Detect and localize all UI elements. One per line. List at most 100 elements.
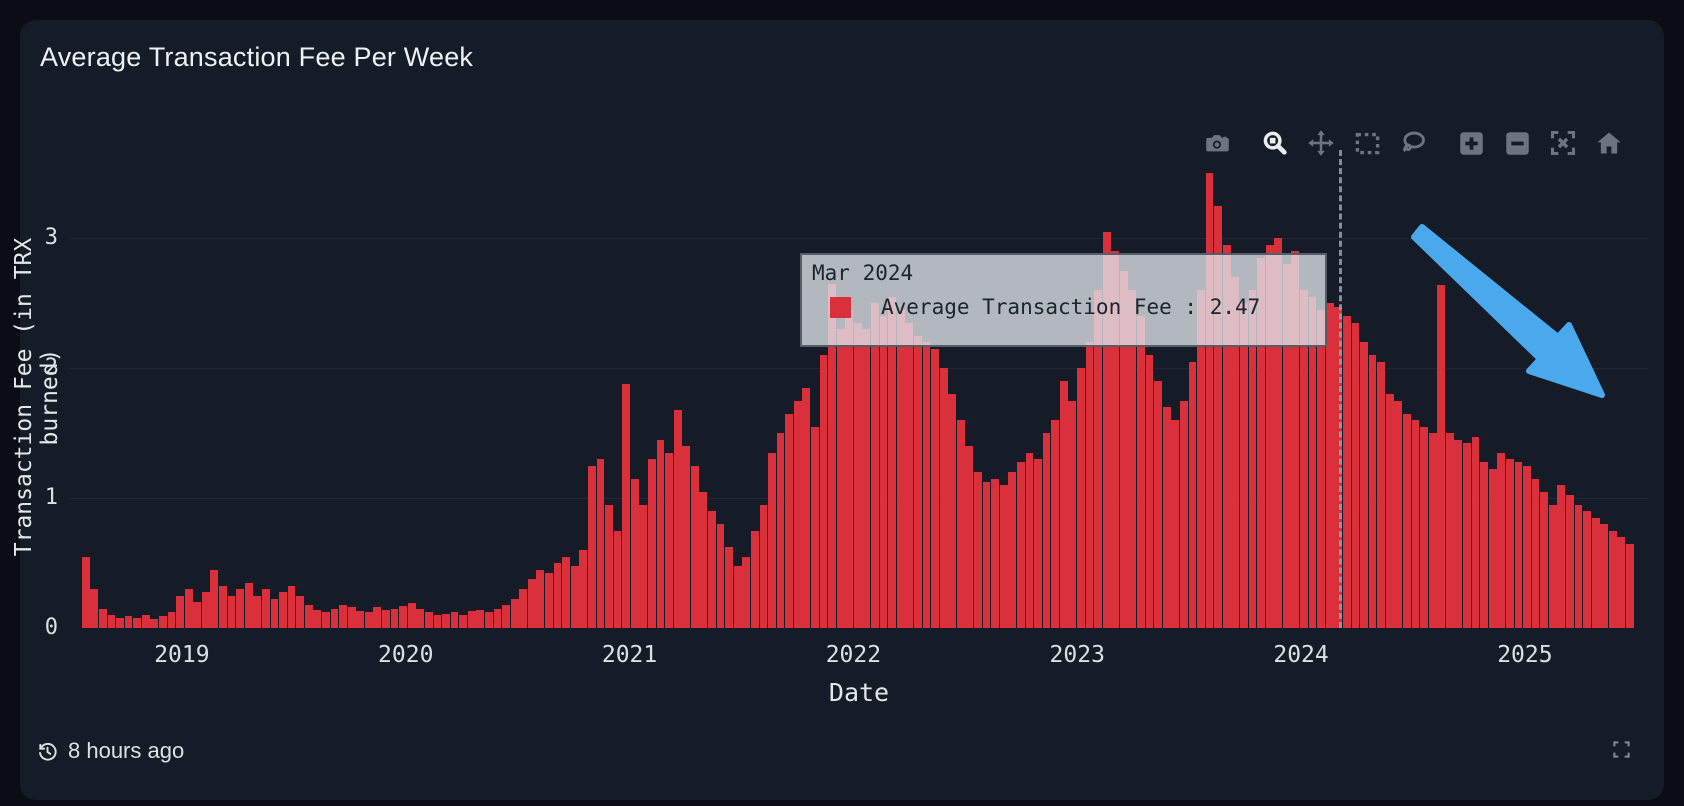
fee-bar[interactable] — [862, 329, 871, 628]
fee-bar[interactable] — [1325, 303, 1334, 628]
fee-bar[interactable] — [888, 296, 897, 628]
fee-bar[interactable] — [1368, 355, 1377, 628]
fee-bar[interactable] — [1317, 309, 1326, 628]
fullscreen-icon[interactable] — [1612, 740, 1631, 764]
fee-bar[interactable] — [1076, 368, 1085, 628]
fee-bar[interactable] — [1171, 420, 1180, 628]
fee-bar[interactable] — [1205, 173, 1214, 628]
fee-bar[interactable] — [1214, 205, 1223, 628]
fee-bar[interactable] — [210, 569, 219, 628]
fee-bar[interactable] — [1626, 543, 1634, 628]
camera-icon[interactable] — [1202, 128, 1232, 158]
fee-bar[interactable] — [193, 602, 202, 628]
fee-bar[interactable] — [1617, 537, 1626, 628]
fee-bar[interactable] — [665, 452, 673, 628]
fee-bar[interactable] — [1583, 511, 1591, 628]
fee-bar[interactable] — [1531, 478, 1540, 628]
fee-bar[interactable] — [467, 611, 476, 628]
fee-bar[interactable] — [356, 611, 365, 628]
fee-bar[interactable] — [931, 348, 939, 628]
fee-bar[interactable] — [184, 589, 193, 628]
fee-bar[interactable] — [682, 446, 691, 628]
fee-bar[interactable] — [287, 586, 296, 628]
fee-bar[interactable] — [1445, 433, 1454, 628]
fee-bar[interactable] — [905, 322, 914, 628]
fee-bar[interactable] — [1437, 284, 1446, 628]
fee-bar[interactable] — [587, 465, 596, 628]
fee-bar[interactable] — [579, 550, 588, 628]
fee-bar[interactable] — [219, 586, 227, 628]
fee-bar[interactable] — [939, 368, 948, 628]
fee-bar[interactable] — [965, 446, 974, 628]
fee-bar[interactable] — [167, 612, 176, 628]
fee-bar[interactable] — [562, 556, 571, 628]
fee-bar[interactable] — [828, 283, 836, 628]
fee-bar[interactable] — [656, 439, 665, 628]
fee-bar[interactable] — [1488, 469, 1497, 628]
fee-bar[interactable] — [536, 569, 545, 628]
fee-bar[interactable] — [158, 616, 167, 628]
fee-bar[interactable] — [373, 607, 382, 628]
fee-bar[interactable] — [1428, 433, 1437, 628]
fee-bar[interactable] — [639, 504, 648, 628]
fee-bar[interactable] — [1514, 461, 1523, 628]
fee-bar[interactable] — [1085, 342, 1094, 628]
fee-bar[interactable] — [81, 556, 90, 628]
fee-bar[interactable] — [364, 612, 373, 628]
fee-bar[interactable] — [253, 595, 262, 628]
fee-bar[interactable] — [1162, 407, 1171, 628]
fee-bar[interactable] — [476, 609, 485, 628]
zoom-icon[interactable] — [1260, 128, 1290, 158]
fee-bar[interactable] — [1548, 504, 1557, 628]
fee-bar[interactable] — [1188, 361, 1197, 628]
fee-bar[interactable] — [648, 459, 656, 628]
fee-bar[interactable] — [776, 433, 785, 628]
fee-bar[interactable] — [1231, 277, 1240, 628]
fee-bar[interactable] — [107, 615, 116, 628]
fee-bar[interactable] — [313, 609, 322, 628]
zoom-in-icon[interactable] — [1456, 128, 1486, 158]
fee-bar[interactable] — [1137, 316, 1145, 628]
fee-bar[interactable] — [1025, 452, 1034, 628]
fee-bar[interactable] — [742, 556, 751, 628]
fee-bar[interactable] — [236, 589, 244, 628]
fee-bar[interactable] — [1179, 400, 1188, 628]
fee-bar[interactable] — [502, 604, 510, 628]
fee-bar[interactable] — [1497, 452, 1506, 628]
fee-bar[interactable] — [1385, 394, 1394, 628]
reset-home-icon[interactable] — [1594, 128, 1624, 158]
fee-bar[interactable] — [1239, 303, 1248, 628]
fee-bar[interactable] — [1505, 459, 1514, 628]
fee-bar[interactable] — [1360, 342, 1368, 628]
fee-bar[interactable] — [98, 608, 107, 628]
fee-bar[interactable] — [1265, 244, 1274, 628]
fee-bar[interactable] — [605, 504, 613, 628]
fee-bar[interactable] — [1608, 530, 1617, 628]
fee-bar[interactable] — [768, 452, 776, 628]
autoscale-icon[interactable] — [1548, 128, 1578, 158]
fee-bar[interactable] — [1471, 436, 1480, 628]
fee-bar[interactable] — [227, 595, 236, 628]
fee-bar[interactable] — [519, 589, 528, 628]
fee-bar[interactable] — [390, 608, 399, 628]
fee-bar[interactable] — [673, 409, 682, 628]
fee-bar[interactable] — [450, 612, 459, 628]
fee-bar[interactable] — [948, 394, 957, 628]
fee-bar[interactable] — [1377, 361, 1386, 628]
fee-bar[interactable] — [725, 547, 734, 628]
fee-bar[interactable] — [1600, 524, 1609, 628]
fee-bar[interactable] — [1145, 355, 1154, 628]
fee-bar[interactable] — [442, 613, 450, 628]
fee-bar[interactable] — [630, 478, 639, 628]
fee-bar[interactable] — [1454, 439, 1463, 628]
fee-bar[interactable] — [1051, 420, 1060, 628]
fee-bar[interactable] — [424, 612, 433, 628]
fee-bar[interactable] — [1257, 257, 1265, 628]
fee-bar[interactable] — [1111, 251, 1120, 628]
fee-bar[interactable] — [296, 595, 305, 628]
fee-bar[interactable] — [811, 426, 819, 628]
fee-bar[interactable] — [1574, 504, 1583, 628]
fee-bar[interactable] — [922, 342, 931, 628]
fee-bar[interactable] — [708, 511, 716, 628]
fee-bar[interactable] — [1394, 400, 1403, 628]
